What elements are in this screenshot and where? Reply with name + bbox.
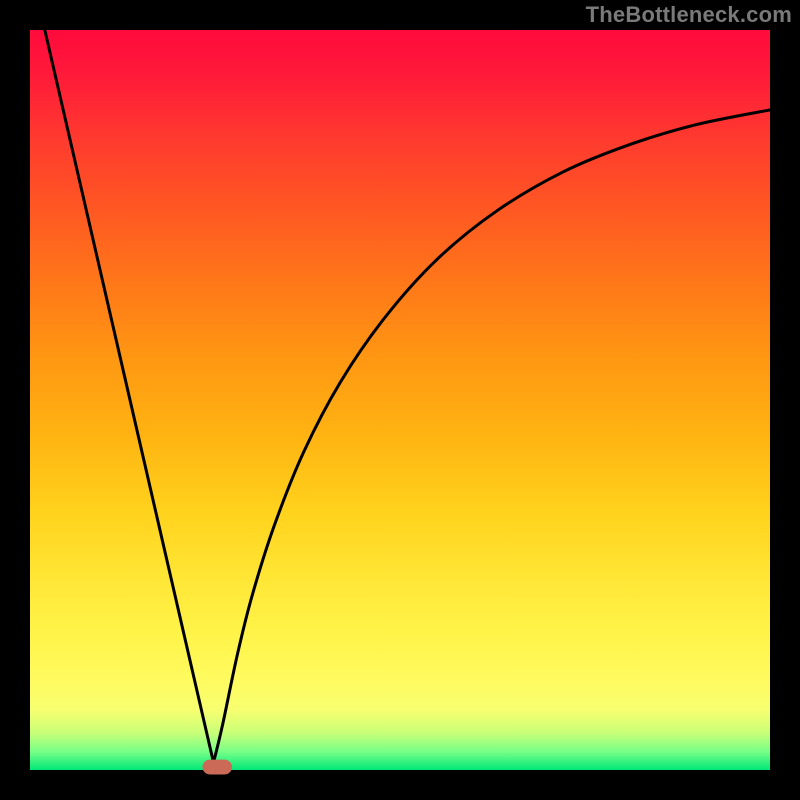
optimal-marker — [202, 760, 232, 775]
chart-frame: TheBottleneck.com — [0, 0, 800, 800]
bottleneck-chart-svg — [0, 0, 800, 800]
chart-background — [30, 30, 770, 770]
watermark-text: TheBottleneck.com — [586, 2, 792, 28]
